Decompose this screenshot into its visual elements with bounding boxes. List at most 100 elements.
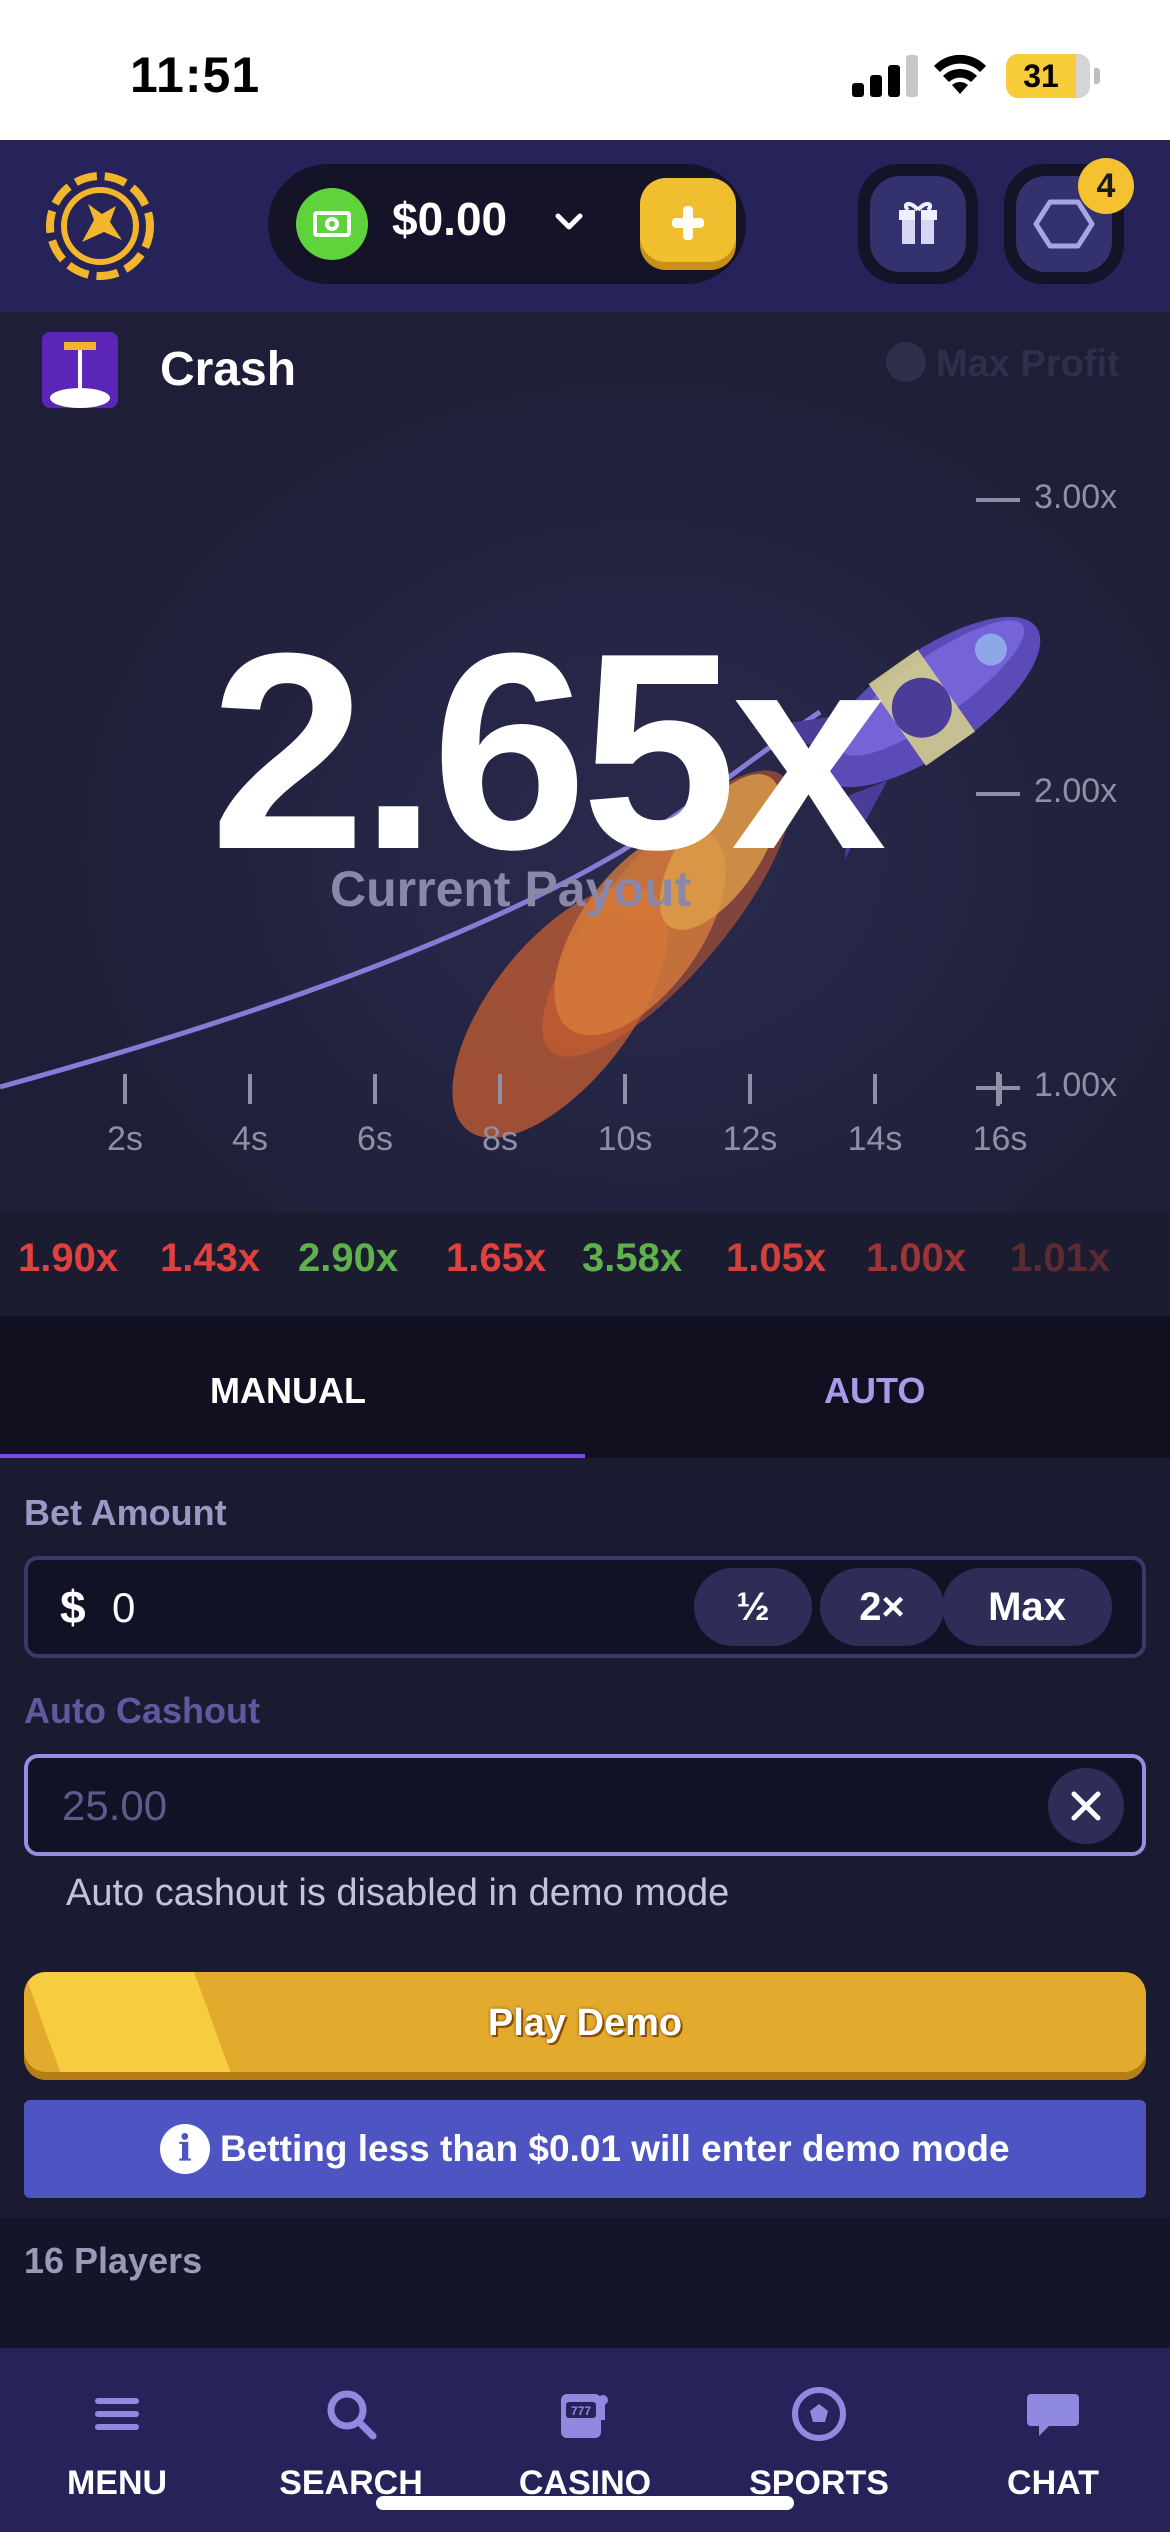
rewards-button[interactable] [858, 164, 978, 284]
x-axis-label: 10s [597, 1120, 653, 1158]
x-axis-label: 14s [847, 1120, 903, 1158]
y-tick [976, 498, 1020, 502]
max-profit-label: Max Profit [936, 343, 1120, 385]
x-tick [498, 1074, 502, 1104]
history-multiplier[interactable]: 1.65x [446, 1236, 547, 1280]
players-count: 16 Players [24, 2240, 203, 2281]
chevron-down-icon[interactable] [554, 210, 584, 234]
close-icon [1071, 1791, 1101, 1821]
current-payout-label: Current Payout [330, 861, 692, 917]
bet-amount-label: Bet Amount [24, 1492, 227, 1533]
soccer-ball-icon [792, 2387, 846, 2441]
auto-cashout-label: Auto Cashout [24, 1690, 260, 1731]
x-tick [748, 1074, 752, 1104]
bet-form: Bet Amount $ 0 ½ 2× Max Auto Cashout 25.… [0, 1458, 1170, 2218]
hexagon-icon [1033, 199, 1095, 249]
bet-mode-tabs: MANUAL AUTO [0, 1316, 1170, 1460]
demo-info-text: Betting less than $0.01 will enter demo … [220, 2128, 1010, 2169]
half-bet-button[interactable]: ½ [694, 1568, 812, 1646]
crash-game-icon [42, 332, 118, 408]
nav-label: CASINO [518, 2464, 652, 2502]
deposit-button[interactable] [640, 178, 736, 270]
rocket-flame [452, 770, 792, 1138]
nav-sports[interactable]: SPORTS [702, 2348, 936, 2532]
x-tick [123, 1074, 127, 1104]
nav-search[interactable]: SEARCH [234, 2348, 468, 2532]
tab-auto[interactable]: AUTO [824, 1370, 926, 1411]
svg-text:777: 777 [571, 2404, 591, 2418]
game-title: Crash [160, 343, 297, 396]
x-tick [996, 1072, 1000, 1106]
history-multiplier[interactable]: 1.43x [160, 1236, 261, 1280]
auto-cashout-input[interactable]: 25.00 [62, 1782, 168, 1829]
history-multiplier[interactable]: 1.01x [1010, 1236, 1111, 1280]
x-tick [873, 1074, 877, 1104]
x-axis-label: 2s [107, 1120, 143, 1158]
app-header: $0.00 4 [0, 140, 1170, 312]
notification-badge: 4 [1078, 158, 1134, 214]
battery-level: 31 [1023, 58, 1059, 94]
cellular-signal-icon [852, 55, 918, 97]
menu-icon [95, 2398, 139, 2430]
nav-label: SEARCH [279, 2464, 423, 2502]
x-axis-label: 8s [482, 1120, 518, 1158]
play-demo-label: Play Demo [487, 2002, 683, 2044]
nav-chat[interactable]: CHAT [936, 2348, 1170, 2532]
bet-amount-input[interactable]: 0 [112, 1584, 136, 1631]
max-bet-button[interactable]: Max [942, 1568, 1112, 1646]
home-indicator[interactable] [376, 2496, 794, 2510]
y-axis-label: 1.00x [1034, 1066, 1118, 1104]
auto-cashout-note: Auto cashout is disabled in demo mode [66, 1872, 730, 1914]
demo-info-banner: i Betting less than $0.01 will enter dem… [24, 2100, 1146, 2198]
kangaroo-logo-icon[interactable] [44, 170, 156, 282]
tab-active-indicator [0, 1454, 585, 1460]
crash-graph [0, 616, 1041, 1138]
info-icon: i [160, 2124, 210, 2174]
x-tick [248, 1074, 252, 1104]
clear-button[interactable] [1048, 1768, 1124, 1844]
search-icon [327, 2390, 377, 2440]
slot-machine-icon: 777 [561, 2394, 608, 2438]
players-section: 16 Players [0, 2218, 1170, 2348]
info-icon [886, 342, 926, 382]
chat-bubble-icon [1027, 2394, 1079, 2436]
bet-amount-field[interactable]: $ 0 ½ 2× Max [24, 1556, 1146, 1658]
auto-cashout-field[interactable]: 25.00 [24, 1754, 1146, 1856]
wifi-icon [934, 54, 986, 94]
x-tick [623, 1074, 627, 1104]
tab-manual[interactable]: MANUAL [210, 1370, 366, 1411]
currency-symbol: $ [60, 1581, 86, 1633]
x-axis-label: 6s [357, 1120, 393, 1158]
payout-curve [0, 709, 822, 1090]
history-multiplier[interactable]: 1.00x [866, 1236, 967, 1280]
history-multiplier[interactable]: 2.90x [298, 1236, 399, 1280]
max-profit-button[interactable]: Max Profit [886, 342, 1120, 386]
x-axis-label: 12s [722, 1120, 778, 1158]
y-axis-label: 3.00x [1034, 478, 1118, 516]
y-axis-label: 2.00x [1034, 772, 1118, 810]
nav-label: SPORTS [749, 2464, 889, 2502]
status-time: 11:51 [130, 47, 261, 103]
y-tick [976, 792, 1020, 796]
battery-icon: 31 [1006, 54, 1090, 98]
nav-label: CHAT [1007, 2464, 1099, 2502]
x-tick [373, 1074, 377, 1104]
nav-casino[interactable]: 777 CASINO [468, 2348, 702, 2532]
status-bar: 11:51 31 [0, 0, 1170, 140]
cash-icon [296, 188, 368, 260]
x-axis-label: 16s [972, 1120, 1028, 1158]
x-axis-label: 4s [232, 1120, 268, 1158]
nav-menu[interactable]: MENU [0, 2348, 234, 2532]
rocket-icon [753, 616, 1041, 860]
history-multiplier[interactable]: 3.58x [582, 1236, 683, 1280]
history-multiplier[interactable]: 1.05x [726, 1236, 827, 1280]
x-tick [998, 1074, 1002, 1104]
play-demo-button[interactable]: Play Demo [24, 1972, 1146, 2080]
current-payout-value: 2.65x [210, 596, 887, 908]
wallet-selector[interactable]: $0.00 [268, 164, 746, 284]
double-bet-button[interactable]: 2× [820, 1568, 944, 1646]
crash-history-bar: 1.90x 1.43x 2.90x 1.65x 3.58x 1.05x 1.00x 1.01x [0, 1212, 1170, 1316]
crash-game-canvas: Crash Max Profit 3.00x 2.00x 1.00x 2.65x… [0, 312, 1170, 1212]
gift-icon [899, 202, 937, 244]
history-multiplier[interactable]: 1.90x [18, 1236, 119, 1280]
